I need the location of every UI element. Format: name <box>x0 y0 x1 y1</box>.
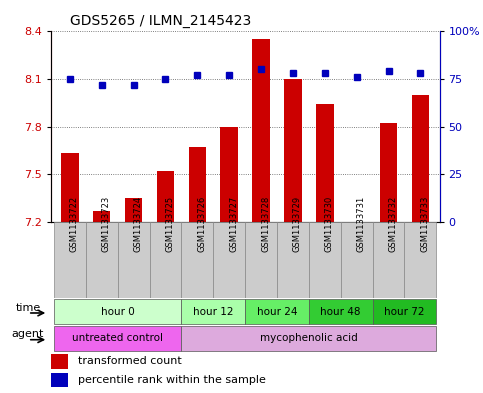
Bar <box>284 79 302 222</box>
Text: time: time <box>15 303 41 313</box>
FancyBboxPatch shape <box>54 326 182 351</box>
FancyBboxPatch shape <box>182 326 436 351</box>
Text: hour 0: hour 0 <box>101 307 135 317</box>
Text: transformed count: transformed count <box>78 356 182 366</box>
Text: GSM1133730: GSM1133730 <box>325 196 334 252</box>
FancyBboxPatch shape <box>118 222 150 298</box>
Text: GSM1133727: GSM1133727 <box>229 196 238 252</box>
Bar <box>61 154 79 222</box>
Text: agent: agent <box>12 329 44 340</box>
FancyBboxPatch shape <box>245 222 277 298</box>
Text: GSM1133732: GSM1133732 <box>388 196 398 252</box>
Text: hour 24: hour 24 <box>257 307 297 317</box>
Bar <box>51 354 68 369</box>
FancyBboxPatch shape <box>372 222 404 298</box>
FancyBboxPatch shape <box>182 299 245 324</box>
FancyBboxPatch shape <box>404 222 436 298</box>
Bar <box>93 211 111 222</box>
Bar <box>380 123 398 222</box>
FancyBboxPatch shape <box>86 222 118 298</box>
FancyBboxPatch shape <box>372 299 436 324</box>
FancyBboxPatch shape <box>245 299 309 324</box>
Text: GSM1133729: GSM1133729 <box>293 196 302 252</box>
Text: untreated control: untreated control <box>72 333 163 343</box>
FancyBboxPatch shape <box>182 222 213 298</box>
Text: percentile rank within the sample: percentile rank within the sample <box>78 375 266 385</box>
Text: GSM1133733: GSM1133733 <box>420 196 429 252</box>
Bar <box>252 39 270 222</box>
FancyBboxPatch shape <box>54 299 182 324</box>
Bar <box>316 105 334 222</box>
Text: GSM1133725: GSM1133725 <box>166 196 174 252</box>
FancyBboxPatch shape <box>341 222 372 298</box>
FancyBboxPatch shape <box>277 222 309 298</box>
Text: GSM1133724: GSM1133724 <box>134 196 142 252</box>
Bar <box>125 198 142 222</box>
FancyBboxPatch shape <box>54 222 86 298</box>
Text: hour 72: hour 72 <box>384 307 425 317</box>
Text: GSM1133722: GSM1133722 <box>70 196 79 252</box>
Bar <box>51 373 68 387</box>
Bar <box>156 171 174 222</box>
Text: GDS5265 / ILMN_2145423: GDS5265 / ILMN_2145423 <box>70 14 252 28</box>
FancyBboxPatch shape <box>213 222 245 298</box>
Text: GSM1133723: GSM1133723 <box>102 196 111 252</box>
Text: GSM1133731: GSM1133731 <box>356 196 366 252</box>
Bar <box>188 147 206 222</box>
Text: mycophenolic acid: mycophenolic acid <box>260 333 358 343</box>
Text: hour 48: hour 48 <box>321 307 361 317</box>
FancyBboxPatch shape <box>150 222 182 298</box>
Text: GSM1133728: GSM1133728 <box>261 196 270 252</box>
FancyBboxPatch shape <box>309 222 341 298</box>
Bar <box>220 127 238 222</box>
Bar <box>412 95 429 222</box>
Text: GSM1133726: GSM1133726 <box>198 196 206 252</box>
Text: hour 12: hour 12 <box>193 307 233 317</box>
FancyBboxPatch shape <box>309 299 372 324</box>
